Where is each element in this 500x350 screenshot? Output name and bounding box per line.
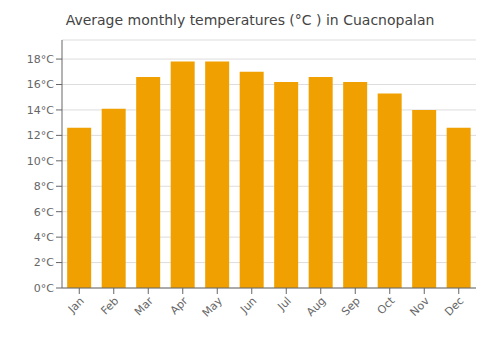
svg-text:8°C: 8°C [34, 180, 54, 193]
svg-text:10°C: 10°C [27, 155, 54, 168]
svg-text:Sep: Sep [339, 294, 363, 318]
svg-text:18°C: 18°C [27, 53, 54, 66]
svg-text:Feb: Feb [98, 294, 121, 317]
svg-text:0°C: 0°C [34, 282, 54, 295]
svg-text:Aug: Aug [304, 294, 328, 318]
svg-text:2°C: 2°C [34, 256, 54, 269]
html-text:Average monthly temperatures (: Average monthly temperatures (°C ) in Cu… [65, 12, 435, 28]
svg-text:Jun: Jun [237, 294, 259, 316]
svg-text:Jul: Jul [275, 294, 294, 313]
svg-text:14°C: 14°C [27, 104, 54, 117]
svg-text:Mar: Mar [132, 294, 156, 318]
svg-text:Dec: Dec [442, 294, 466, 318]
svg-text:Oct: Oct [375, 294, 398, 317]
svg-text:4°C: 4°C [34, 231, 54, 244]
svg-text:6°C: 6°C [34, 206, 54, 219]
svg-text:Apr: Apr [168, 294, 191, 317]
svg-text:12°C: 12°C [27, 129, 54, 142]
svg-text:Nov: Nov [408, 294, 433, 319]
svg-text:Jan: Jan [65, 294, 87, 316]
svg-text:May: May [200, 294, 226, 320]
svg-text:16°C: 16°C [27, 78, 54, 91]
